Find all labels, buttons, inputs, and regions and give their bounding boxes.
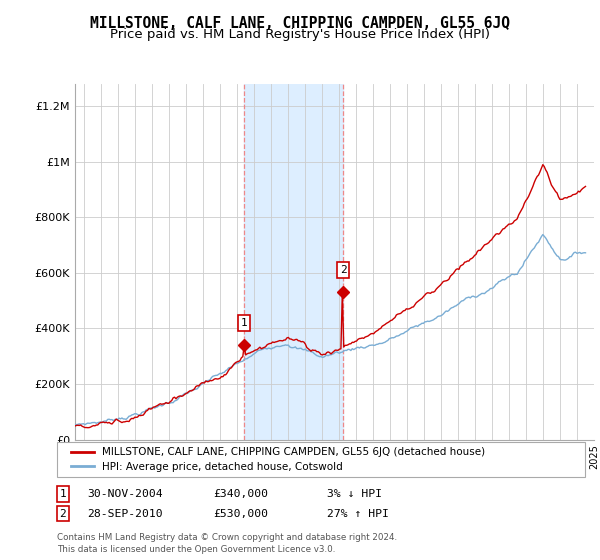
Text: 2: 2 bbox=[340, 265, 346, 275]
Text: 2: 2 bbox=[59, 508, 67, 519]
Text: 30-NOV-2004: 30-NOV-2004 bbox=[87, 489, 163, 499]
Text: 1: 1 bbox=[59, 489, 67, 499]
Text: £530,000: £530,000 bbox=[213, 508, 268, 519]
Text: Contains HM Land Registry data © Crown copyright and database right 2024.
This d: Contains HM Land Registry data © Crown c… bbox=[57, 533, 397, 554]
Text: £340,000: £340,000 bbox=[213, 489, 268, 499]
Text: Price paid vs. HM Land Registry's House Price Index (HPI): Price paid vs. HM Land Registry's House … bbox=[110, 28, 490, 41]
Text: 28-SEP-2010: 28-SEP-2010 bbox=[87, 508, 163, 519]
Text: MILLSTONE, CALF LANE, CHIPPING CAMPDEN, GL55 6JQ: MILLSTONE, CALF LANE, CHIPPING CAMPDEN, … bbox=[90, 16, 510, 31]
Text: 27% ↑ HPI: 27% ↑ HPI bbox=[327, 508, 389, 519]
Legend: MILLSTONE, CALF LANE, CHIPPING CAMPDEN, GL55 6JQ (detached house), HPI: Average : MILLSTONE, CALF LANE, CHIPPING CAMPDEN, … bbox=[67, 444, 488, 475]
Bar bbox=[244, 84, 343, 440]
Text: 3% ↓ HPI: 3% ↓ HPI bbox=[327, 489, 382, 499]
FancyBboxPatch shape bbox=[57, 442, 585, 477]
Text: 1: 1 bbox=[241, 318, 247, 328]
